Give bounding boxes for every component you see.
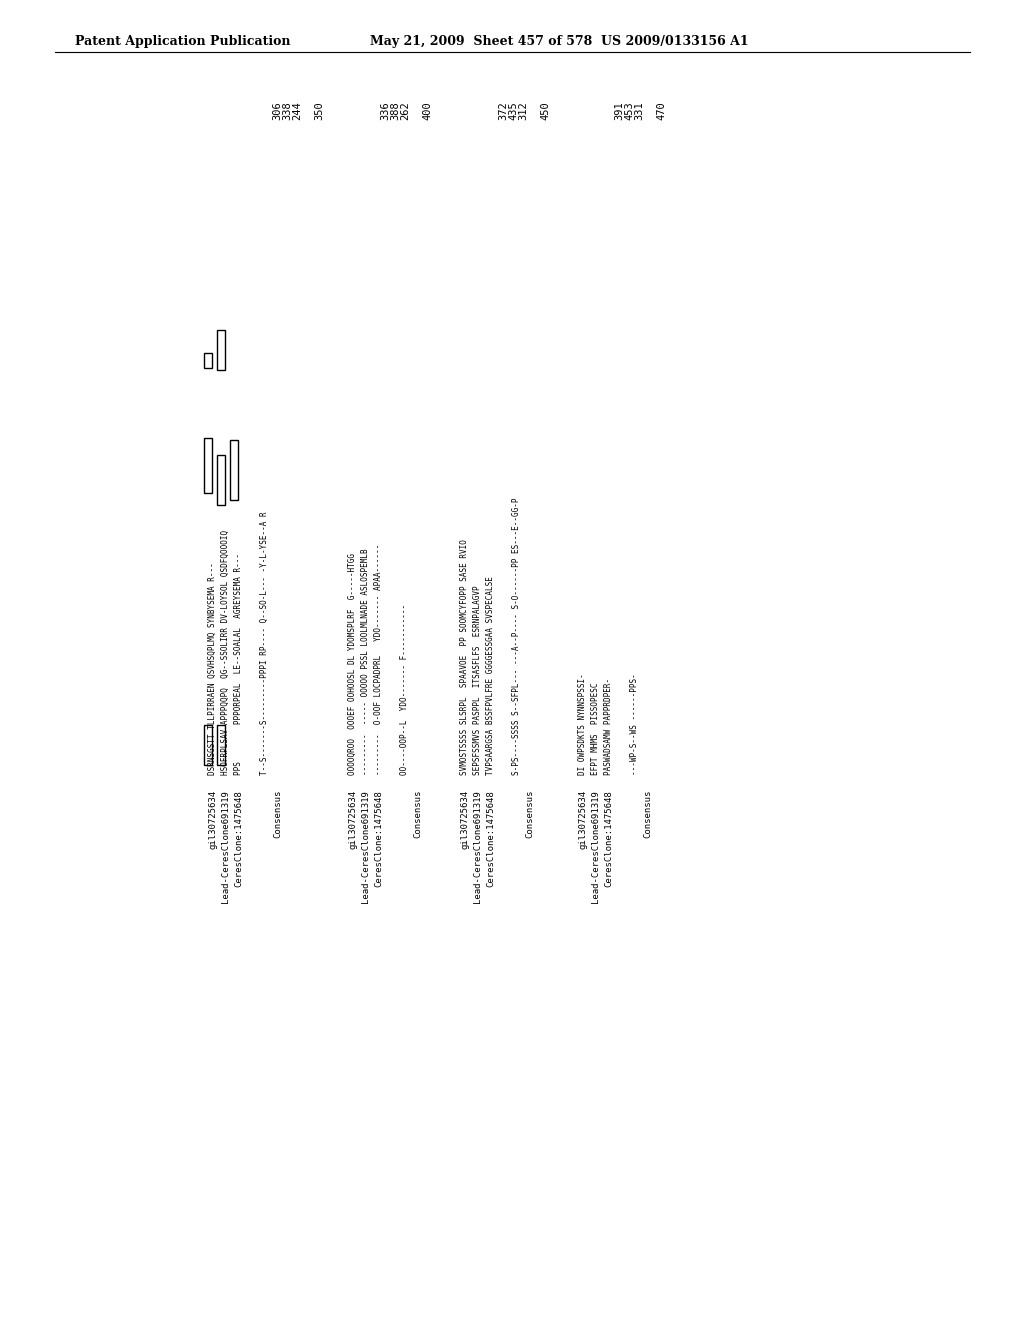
Text: 331: 331 [634, 102, 644, 120]
Text: Consensus: Consensus [413, 789, 422, 838]
Bar [204, 352, 212, 367]
Text: 453: 453 [624, 102, 634, 120]
Text: CeresClone:1475648: CeresClone:1475648 [486, 789, 495, 887]
Text: OO----OOP--L  YDO------- F-----------: OO----OOP--L YDO------- F----------- [400, 603, 409, 775]
Text: 435: 435 [508, 102, 518, 120]
Text: Lead-CeresClone691319: Lead-CeresClone691319 [221, 789, 230, 903]
Text: 372: 372 [498, 102, 508, 120]
Text: 400: 400 [422, 102, 432, 120]
Text: 312: 312 [518, 102, 528, 120]
Text: SVMOSTSSSS SLSRPL  SPAAVOE  PP SOOMCYFOPP SASE RVIO: SVMOSTSSSS SLSRPL SPAAVOE PP SOOMCYFOPP … [460, 539, 469, 775]
Bar [204, 725, 212, 766]
Text: May 21, 2009  Sheet 457 of 578  US 2009/0133156 A1: May 21, 2009 Sheet 457 of 578 US 2009/01… [370, 36, 749, 48]
Text: PPS        PPPORPEAL  LE--SOALAL  AGREYSEMA R---: PPS PPPORPEAL LE--SOALAL AGREYSEMA R--- [234, 553, 243, 775]
Text: EFPT MHMS  PISSOPESC: EFPT MHMS PISSOPESC [591, 682, 600, 775]
Text: SEPSFSSMVS PASPPL  ITSASFLFS  ESRNPALAGVP: SEPSFSSMVS PASPPL ITSASFLFS ESRNPALAGVP [473, 585, 482, 775]
Text: 338: 338 [282, 102, 292, 120]
Text: Consensus: Consensus [273, 789, 282, 838]
Text: TVPSAARGSA BSSFPVLFRE GGGGESSGAA SVSPECALSE: TVPSAARGSA BSSFPVLFRE GGGGESSGAA SVSPECA… [486, 576, 495, 775]
Text: S-PS----SSSS S--SFPL--- ---A--P---- S-O------PP ES---E--GG-P: S-PS----SSSS S--SFPL--- ---A--P---- S-O-… [512, 498, 521, 775]
Text: ---WP-S--WS ------PPS-: ---WP-S--WS ------PPS- [630, 673, 639, 775]
Bar [230, 440, 238, 500]
Text: Lead-CeresClone691319: Lead-CeresClone691319 [361, 789, 370, 903]
Text: ---------  O-OOF LOCPADPRL   YDO------- APAA------: --------- O-OOF LOCPADPRL YDO------- APA… [374, 544, 383, 775]
Text: HSOFRPLSAV APPPQQPQ  QG--SSOLIRR DV-LOYSOL QSDFQOOOIQ: HSOFRPLSAV APPPQQPQ QG--SSOLIRR DV-LOYSO… [221, 529, 230, 775]
Text: gil30725634: gil30725634 [578, 789, 587, 849]
Text: T--S-------S---------PPPI RP---- Q--SO-L--- -Y-L-YSE--A R: T--S-------S---------PPPI RP---- Q--SO-L… [260, 511, 269, 775]
Text: 262: 262 [400, 102, 410, 120]
Bar [217, 455, 225, 506]
Text: 470: 470 [656, 102, 666, 120]
Text: Consensus: Consensus [643, 789, 652, 838]
Text: 350: 350 [314, 102, 324, 120]
Text: 336: 336 [380, 102, 390, 120]
Bar [204, 437, 212, 492]
Text: CeresClone:1475648: CeresClone:1475648 [374, 789, 383, 887]
Text: CeresClone:1475648: CeresClone:1475648 [604, 789, 613, 887]
Text: 391: 391 [614, 102, 624, 120]
Text: DI OWPSDKTS NYNNSPSSI-: DI OWPSDKTS NYNNSPSSI- [578, 673, 587, 775]
Text: gil30725634: gil30725634 [348, 789, 357, 849]
Text: Consensus: Consensus [525, 789, 534, 838]
Bar [217, 330, 225, 370]
Text: Lead-CeresClone691319: Lead-CeresClone691319 [591, 789, 600, 903]
Text: Lead-CeresClone691319: Lead-CeresClone691319 [473, 789, 482, 903]
Text: 244: 244 [292, 102, 302, 120]
Text: CeresClone:1475648: CeresClone:1475648 [234, 789, 243, 887]
Text: DSRNSGSTT TLLPIRRAEN QSVHSQPLMQ SYNBYSEMA R---: DSRNSGSTT TLLPIRRAEN QSVHSQPLMQ SYNBYSEM… [208, 562, 217, 775]
Text: ---------  ----- OOOOO PSSL LOOLMLNADE ASLOSPEMLB: --------- ----- OOOOO PSSL LOOLMLNADE AS… [361, 548, 370, 775]
Text: 306: 306 [272, 102, 282, 120]
Text: gil30725634: gil30725634 [208, 789, 217, 849]
Text: 388: 388 [390, 102, 400, 120]
Text: OOOOQROO  OOOEF OOHOOSL DL YDOMSPLRF  G-----HTGG: OOOOQROO OOOEF OOHOOSL DL YDOMSPLRF G---… [348, 553, 357, 775]
Text: PASWADSAMW PAPPRDPER-: PASWADSAMW PAPPRDPER- [604, 678, 613, 775]
Bar [217, 725, 225, 766]
Text: gil30725634: gil30725634 [460, 789, 469, 849]
Text: Patent Application Publication: Patent Application Publication [75, 36, 291, 48]
Text: 450: 450 [540, 102, 550, 120]
